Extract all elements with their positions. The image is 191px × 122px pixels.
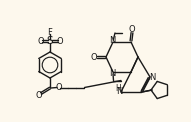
Text: N: N bbox=[109, 69, 115, 78]
Text: N: N bbox=[116, 86, 122, 96]
Text: S: S bbox=[47, 36, 53, 46]
Text: O: O bbox=[56, 36, 63, 46]
Text: O: O bbox=[37, 36, 44, 46]
Text: O: O bbox=[55, 83, 62, 92]
Text: F: F bbox=[48, 28, 53, 37]
Text: H: H bbox=[116, 84, 121, 93]
Text: O: O bbox=[91, 52, 97, 61]
Text: O: O bbox=[36, 91, 42, 100]
Text: N: N bbox=[109, 36, 115, 45]
Text: N: N bbox=[149, 73, 155, 82]
Text: O: O bbox=[129, 25, 135, 34]
